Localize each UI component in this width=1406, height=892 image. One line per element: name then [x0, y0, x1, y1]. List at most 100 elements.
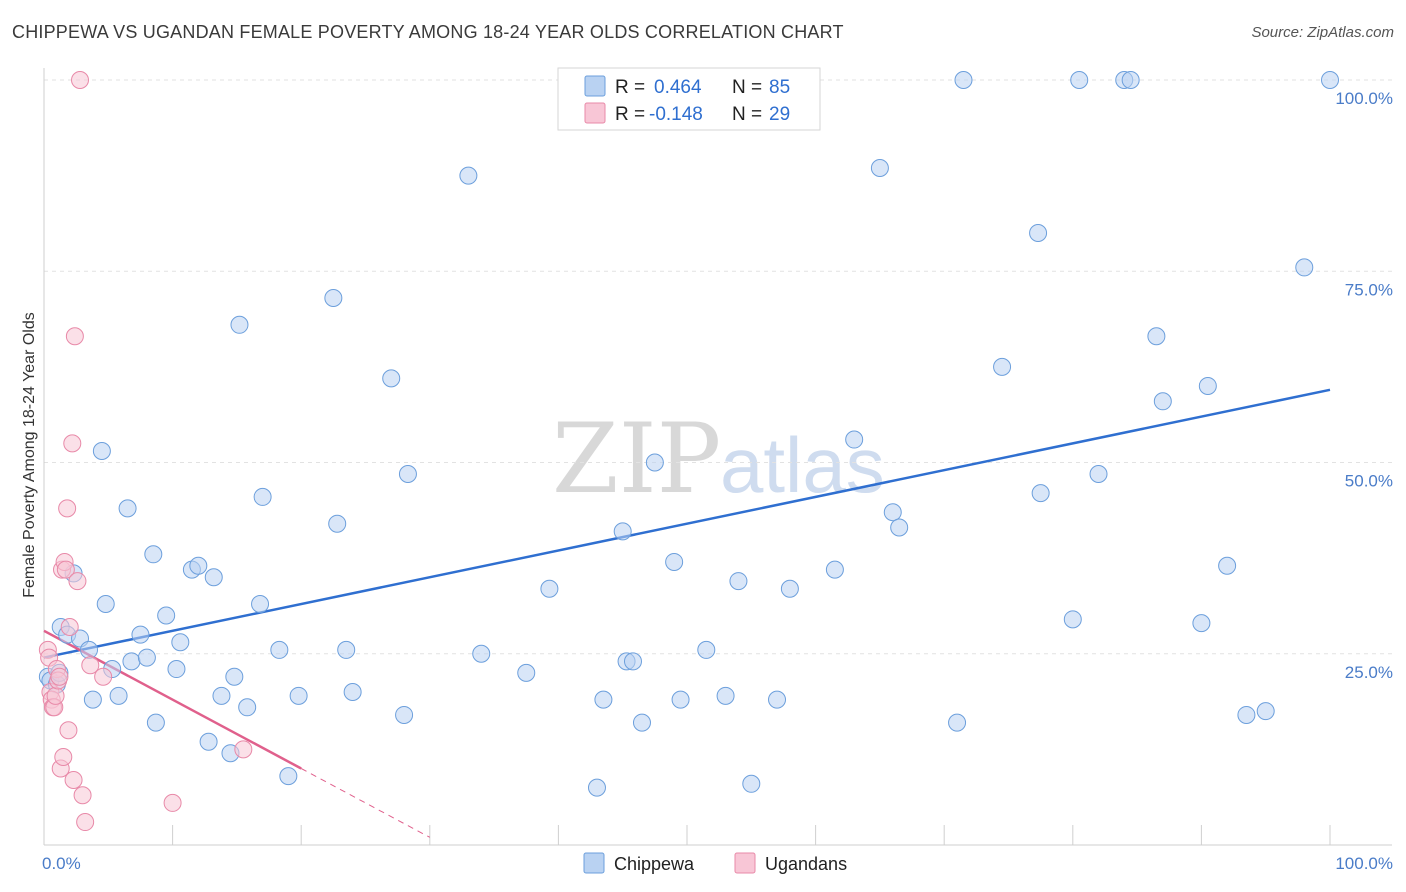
point-chippewa-9 — [83, 690, 102, 709]
point-chippewa-21 — [167, 660, 186, 679]
point-chippewa-64 — [845, 430, 864, 449]
point-chippewa-24 — [189, 556, 208, 575]
point-chippewa-85 — [1295, 258, 1314, 277]
point-ugandans-12 — [54, 748, 73, 767]
trend-line-ugandans-extension — [300, 768, 431, 838]
point-ugandans-20 — [65, 327, 84, 346]
y-tick-label-75: 75.0% — [1345, 280, 1393, 299]
axes — [43, 68, 1392, 846]
point-chippewa-25 — [199, 732, 218, 751]
source-label: Source: ZipAtlas.com — [1251, 24, 1394, 41]
point-chippewa-71 — [1029, 224, 1048, 242]
x-tick-labels: 0.0% 100.0% — [42, 854, 1393, 873]
point-chippewa-16 — [131, 625, 150, 644]
point-ugandans-26 — [94, 667, 113, 686]
point-chippewa-18 — [144, 545, 163, 564]
point-chippewa-52 — [623, 652, 642, 671]
point-chippewa-42 — [395, 705, 414, 724]
point-chippewa-60 — [742, 774, 761, 793]
point-chippewa-14 — [118, 499, 137, 518]
point-ugandans-22 — [71, 71, 90, 89]
point-chippewa-67 — [890, 518, 909, 537]
point-chippewa-39 — [337, 640, 356, 659]
point-ugandans-9 — [50, 667, 69, 686]
point-chippewa-86 — [1321, 71, 1339, 89]
point-chippewa-30 — [230, 315, 249, 334]
point-chippewa-54 — [645, 453, 664, 472]
point-chippewa-49 — [594, 690, 613, 709]
point-chippewa-36 — [289, 686, 308, 705]
point-chippewa-33 — [253, 487, 272, 506]
bottom-legend-swatch-ugandans — [734, 852, 756, 874]
point-chippewa-68 — [948, 713, 967, 732]
point-chippewa-20 — [157, 606, 176, 625]
point-ugandans-6 — [46, 686, 65, 705]
point-chippewa-77 — [1121, 71, 1140, 89]
legend-r-value-ugandans: -0.148 — [649, 104, 703, 125]
bottom-legend-swatch-chippewa — [583, 852, 605, 874]
y-tick-label-50: 50.0% — [1345, 472, 1393, 491]
point-chippewa-48 — [587, 778, 606, 797]
bottom-legend-label-ugandans: Ugandans — [765, 854, 847, 874]
point-chippewa-8 — [80, 640, 99, 659]
point-chippewa-31 — [238, 698, 257, 717]
point-chippewa-66 — [883, 503, 902, 522]
point-chippewa-78 — [1147, 327, 1166, 346]
legend-n-label-ugandans: N = — [732, 104, 762, 125]
point-ugandans-27 — [163, 793, 182, 812]
trend-line-chippewa — [43, 388, 1331, 659]
point-chippewa-53 — [632, 713, 651, 732]
legend-r-label-chippewa: R = — [615, 77, 645, 98]
point-ugandans-24 — [76, 813, 95, 832]
point-ugandans-15 — [58, 499, 77, 518]
point-chippewa-47 — [540, 579, 559, 598]
point-ugandans-23 — [73, 786, 92, 805]
point-chippewa-29 — [225, 667, 244, 686]
point-chippewa-27 — [212, 686, 231, 705]
point-chippewa-84 — [1256, 702, 1275, 721]
point-chippewa-43 — [398, 464, 417, 483]
point-chippewa-37 — [324, 289, 343, 308]
point-chippewa-34 — [270, 640, 289, 659]
point-ugandans-25 — [81, 656, 100, 675]
point-chippewa-59 — [729, 572, 748, 591]
point-chippewa-80 — [1192, 614, 1211, 633]
point-chippewa-63 — [825, 560, 844, 579]
point-chippewa-38 — [328, 514, 347, 533]
point-chippewa-41 — [382, 369, 401, 388]
point-chippewa-45 — [472, 644, 491, 663]
point-chippewa-58 — [716, 686, 735, 705]
point-ugandans-18 — [63, 434, 82, 453]
point-chippewa-56 — [671, 690, 690, 709]
chart-title: CHIPPEWA VS UGANDAN FEMALE POVERTY AMONG… — [12, 22, 844, 42]
legend-swatch-chippewa — [584, 75, 606, 97]
point-ugandans-21 — [68, 572, 87, 591]
point-chippewa-74 — [1070, 71, 1089, 89]
point-chippewa-83 — [1237, 705, 1256, 724]
point-chippewa-62 — [780, 579, 799, 598]
point-chippewa-70 — [993, 357, 1012, 376]
legend-n-value-chippewa: 85 — [769, 77, 790, 98]
point-chippewa-46 — [517, 663, 536, 682]
point-chippewa-72 — [1031, 484, 1050, 503]
point-chippewa-40 — [343, 683, 362, 701]
x-tick-label-100: 100.0% — [1335, 854, 1393, 873]
point-chippewa-81 — [1198, 377, 1217, 395]
y-tick-label-25: 25.0% — [1345, 663, 1393, 682]
point-chippewa-17 — [137, 648, 156, 667]
point-ugandans-28 — [234, 740, 253, 759]
data-points — [38, 71, 1339, 832]
point-chippewa-61 — [768, 690, 787, 709]
point-chippewa-15 — [122, 652, 141, 671]
point-chippewa-10 — [92, 442, 111, 461]
legend-n-value-ugandans: 29 — [769, 104, 790, 125]
point-chippewa-75 — [1089, 464, 1108, 483]
point-ugandans-19 — [64, 770, 83, 789]
point-chippewa-65 — [870, 158, 889, 177]
point-chippewa-32 — [251, 595, 270, 614]
point-chippewa-19 — [146, 713, 165, 732]
point-chippewa-35 — [279, 767, 298, 786]
legend: R = 0.464 N = 85 R = -0.148 N = 29 — [557, 67, 821, 131]
point-chippewa-55 — [665, 552, 684, 571]
legend-swatch-ugandans — [584, 102, 606, 124]
